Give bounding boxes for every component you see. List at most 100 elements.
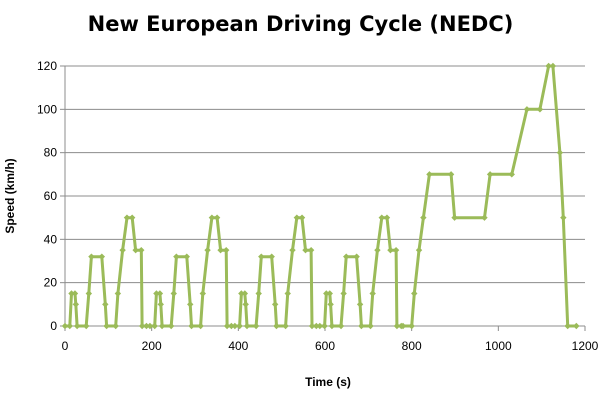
data-point	[545, 62, 552, 70]
data-point	[138, 246, 145, 254]
x-tick-label: 1200	[572, 339, 599, 353]
y-tick-label: 80	[44, 146, 58, 160]
x-axis-title: Time (s)	[305, 375, 351, 389]
data-point	[112, 322, 119, 330]
x-tick-label: 0	[62, 339, 69, 353]
y-tick-labels: 0 20 40 60 80 100 120	[37, 59, 57, 333]
data-point	[321, 322, 328, 330]
data-point	[508, 171, 515, 178]
y-tick-label: 20	[44, 276, 58, 290]
data-point	[383, 214, 391, 221]
y-tick-label: 100	[37, 102, 57, 116]
series-speed	[61, 62, 580, 330]
data-point	[337, 322, 345, 330]
y-tick-label: 40	[44, 232, 58, 246]
data-point	[392, 246, 400, 254]
data-point	[71, 290, 79, 297]
data-point	[356, 301, 364, 308]
data-point	[313, 322, 320, 330]
data-point	[378, 214, 385, 221]
data-point	[208, 214, 216, 221]
data-point	[223, 246, 230, 254]
data-point	[271, 301, 279, 308]
data-point	[258, 253, 265, 260]
data-point	[408, 322, 415, 330]
y-axis-title: Speed (km/h)	[3, 158, 17, 233]
data-point	[426, 171, 433, 178]
data-point	[549, 62, 557, 70]
data-point	[289, 246, 296, 254]
data-point	[560, 214, 567, 221]
data-point	[132, 246, 139, 254]
data-point	[486, 171, 494, 178]
data-point	[573, 322, 580, 330]
data-point	[420, 214, 427, 221]
data-point	[83, 322, 90, 330]
data-point	[328, 322, 336, 330]
data-point	[308, 322, 316, 330]
data-point	[236, 322, 243, 330]
data-point	[231, 322, 239, 330]
data-point	[481, 214, 488, 221]
y-tick-label: 0	[50, 319, 57, 333]
data-point	[223, 322, 231, 330]
data-point	[151, 322, 158, 330]
data-point	[556, 149, 564, 156]
data-point	[374, 246, 381, 254]
data-point	[316, 322, 323, 330]
x-tick-labels: 0 200 400 600 800 1000 1200	[62, 339, 599, 353]
x-tick-label: 400	[228, 339, 248, 353]
data-point	[138, 322, 146, 330]
data-point	[252, 322, 260, 330]
data-point	[68, 290, 75, 297]
data-point	[399, 322, 407, 330]
data-point	[228, 322, 235, 330]
data-point	[255, 290, 262, 297]
data-point	[119, 246, 126, 254]
data-point	[143, 322, 150, 330]
data-point	[199, 290, 206, 297]
data-point	[369, 290, 376, 297]
data-point	[451, 214, 458, 221]
data-point	[114, 290, 122, 297]
data-point	[102, 301, 109, 308]
data-point	[411, 290, 418, 297]
data-point	[302, 246, 309, 254]
data-point	[323, 290, 330, 297]
data-point	[187, 301, 194, 308]
chart-title: New European Driving Cycle (NEDC)	[87, 12, 514, 36]
data-point	[268, 253, 275, 260]
data-point	[146, 322, 154, 330]
data-point	[156, 290, 164, 297]
data-point	[204, 246, 211, 254]
data-point	[170, 290, 177, 297]
data-point	[273, 322, 280, 330]
data-point	[188, 322, 195, 330]
data-point	[167, 322, 175, 330]
data-point	[153, 290, 160, 297]
data-point	[128, 214, 136, 221]
data-point	[213, 214, 221, 221]
data-point	[173, 253, 180, 260]
data-point	[61, 322, 69, 330]
data-point	[343, 253, 350, 260]
data-point	[523, 106, 531, 113]
data-point	[536, 106, 544, 113]
gridlines	[65, 65, 585, 284]
data-point	[242, 301, 249, 308]
data-point	[367, 322, 374, 330]
data-point	[447, 171, 455, 178]
data-point	[298, 214, 306, 221]
data-point	[88, 253, 95, 260]
data-point	[241, 290, 249, 297]
data-point	[387, 246, 394, 254]
data-point	[73, 322, 81, 330]
data-point	[564, 322, 571, 330]
y-tick-label: 60	[44, 189, 58, 203]
data-point	[284, 290, 291, 297]
data-point	[353, 253, 360, 260]
data-point	[243, 322, 251, 330]
data-point	[183, 253, 190, 260]
data-point	[340, 290, 347, 297]
